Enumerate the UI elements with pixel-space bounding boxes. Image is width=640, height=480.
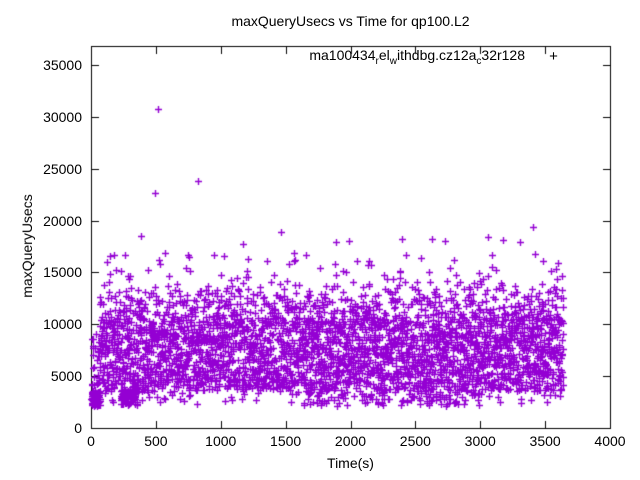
x-tick-label-0: 0 [87,433,95,449]
x-tick-label-3000: 3000 [464,433,496,449]
y-tick-label-10000: 10000 [43,316,82,333]
legend-text-part-4: ithdbg.cz12a [397,47,477,63]
x-tick-label-3500: 3500 [529,433,561,449]
y-tick-label-20000: 20000 [43,212,82,229]
x-tick-label-2500: 2500 [399,433,431,449]
legend-subscript-3: w [389,55,397,67]
y-tick-label-35000: 35000 [43,56,82,73]
y-tick-label-15000: 15000 [43,264,82,281]
x-tick-label-500: 500 [144,433,168,449]
legend: ma100434relwithdbg.cz12ac32r128 + [0,47,582,67]
x-axis-label: Time(s) [327,455,374,471]
legend-subscript-5: c [476,55,482,67]
y-axis-label: maxQueryUsecs [19,194,35,298]
x-tick-label-1000: 1000 [205,433,237,449]
y-tick-label-30000: 30000 [43,108,82,125]
legend-subscript-1: r [375,55,379,67]
x-tick-label-4000: 4000 [594,433,626,449]
y-tick-label-0: 0 [74,420,82,436]
y-tick-label-25000: 25000 [43,160,82,177]
x-tick-label-2000: 2000 [334,433,367,449]
legend-series-label: ma100434relwithdbg.cz12ac32r128 [309,47,525,67]
legend-text-part-2: el [378,47,390,63]
chart-title: maxQueryUsecs vs Time for qp100.L2 [231,13,470,29]
y-tick-label-5000: 5000 [50,368,82,385]
x-tick-label-1500: 1500 [270,433,302,449]
legend-plus-marker-icon: + [549,47,558,65]
legend-text-part-6: 32r128 [481,47,525,63]
legend-text-part-0: ma100434 [309,47,376,63]
